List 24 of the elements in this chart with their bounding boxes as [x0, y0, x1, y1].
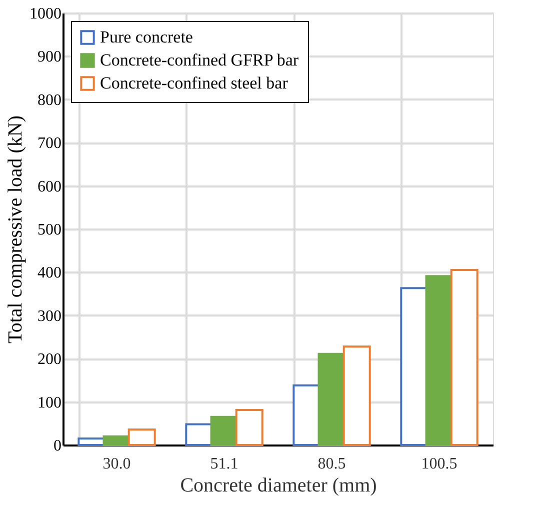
bar [235, 409, 264, 446]
legend-label: Concrete-confined steel bar [100, 74, 288, 92]
x-tick-label: 51.1 [210, 456, 238, 472]
y-axis-title: Total compressive load (kN) [4, 116, 26, 344]
bar [342, 346, 371, 446]
y-tick-label: 700 [38, 135, 62, 152]
y-tick-label: 300 [38, 308, 62, 325]
y-tick-label: 400 [38, 264, 62, 282]
y-tick-label: 800 [38, 92, 62, 109]
x-tick-label: 100.5 [421, 456, 458, 472]
y-tick-label: 600 [38, 178, 62, 196]
y-tick-label: 500 [38, 222, 62, 238]
y-tick-label: 200 [38, 351, 62, 368]
y-tick-label: 0 [54, 438, 62, 454]
x-axis-title: Concrete diameter (mm) [180, 474, 377, 496]
legend-label: Concrete-confined GFRP bar [100, 50, 299, 70]
y-tick-label: 100 [38, 394, 62, 412]
bar [450, 269, 478, 446]
legend-label: Pure concrete [100, 28, 193, 46]
y-tick-label: 1000 [30, 6, 62, 22]
y-tick-label: 900 [38, 48, 62, 66]
bar [128, 428, 156, 446]
x-tick-label: 30.0 [102, 456, 131, 472]
x-tick-label: 80.5 [318, 456, 346, 472]
